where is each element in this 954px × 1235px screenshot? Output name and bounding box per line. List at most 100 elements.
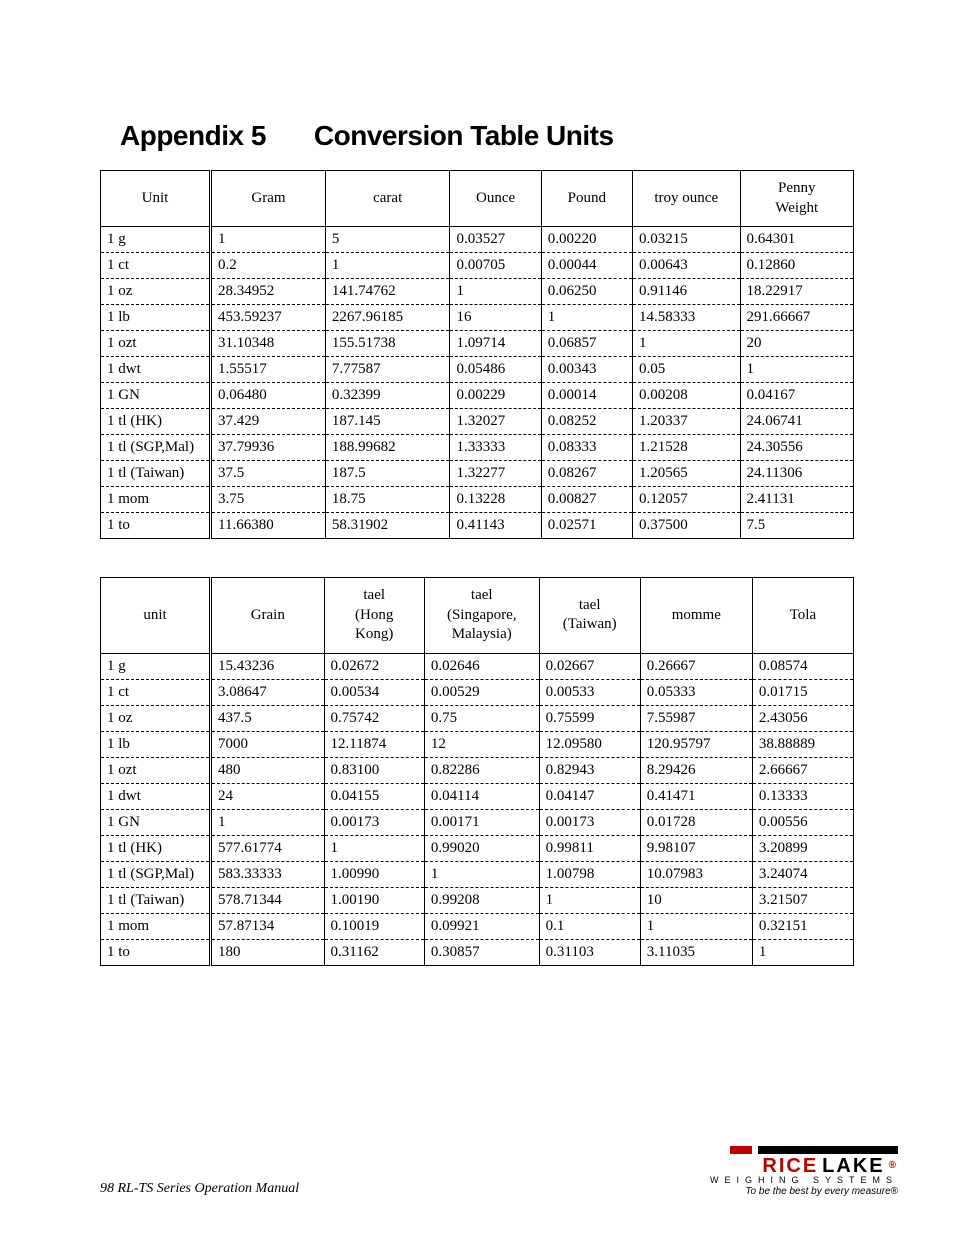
table-cell: 0.37500	[632, 513, 740, 539]
column-header: Pound	[541, 171, 632, 227]
table-cell: 1 tl (HK)	[101, 835, 211, 861]
table-cell: 12	[424, 731, 539, 757]
table-cell: 0.00705	[450, 253, 541, 279]
table-cell: 1.09714	[450, 331, 541, 357]
conversion-table-1: UnitGramcaratOuncePoundtroy ouncePennyWe…	[100, 170, 854, 539]
table-cell: 18.22917	[740, 279, 854, 305]
table-cell: 0.12860	[740, 253, 854, 279]
table-cell: 1.21528	[632, 435, 740, 461]
table-cell: 57.87134	[211, 913, 325, 939]
table-cell: 453.59237	[211, 305, 326, 331]
table-cell: 1.00190	[324, 887, 424, 913]
table-row: 1 tl (SGP,Mal)37.79936188.996821.333330.…	[101, 435, 854, 461]
table-cell: 0.00827	[541, 487, 632, 513]
table-cell: 437.5	[211, 705, 325, 731]
table-cell: 0.31162	[324, 939, 424, 965]
table-cell: 3.08647	[211, 679, 325, 705]
table-row: 1 tl (Taiwan)578.713441.001900.992081103…	[101, 887, 854, 913]
table-row: 1 to1800.311620.308570.311033.110351	[101, 939, 854, 965]
table-cell: 58.31902	[325, 513, 450, 539]
table-cell: 0.09921	[424, 913, 539, 939]
table-cell: 1 ct	[101, 679, 211, 705]
table-cell: 7.55987	[640, 705, 752, 731]
table-cell: 180	[211, 939, 325, 965]
table-cell: 0.08267	[541, 461, 632, 487]
table-cell: 24	[211, 783, 325, 809]
table-cell: 1 mom	[101, 913, 211, 939]
table-cell: 12.11874	[324, 731, 424, 757]
table-cell: 0.00534	[324, 679, 424, 705]
table-cell: 141.74762	[325, 279, 450, 305]
table-cell: 0.04147	[539, 783, 640, 809]
table-cell: 0.91146	[632, 279, 740, 305]
table-cell: 1 tl (SGP,Mal)	[101, 435, 211, 461]
table-cell: 24.30556	[740, 435, 854, 461]
table-cell: 3.11035	[640, 939, 752, 965]
column-header: Grain	[211, 578, 325, 654]
table-cell: 187.5	[325, 461, 450, 487]
table-cell: 0.02646	[424, 653, 539, 679]
table-cell: 1	[632, 331, 740, 357]
table-cell: 1.55517	[211, 357, 326, 383]
table-cell: 1.00798	[539, 861, 640, 887]
logo-subtitle: WEIGHING SYSTEMS	[710, 1176, 898, 1185]
column-header: Unit	[101, 171, 211, 227]
table-row: 1 ct0.210.007050.000440.006430.12860	[101, 253, 854, 279]
table-row: 1 g150.035270.002200.032150.64301	[101, 227, 854, 253]
logo-word-1: RICE	[762, 1156, 818, 1176]
table-cell: 24.11306	[740, 461, 854, 487]
title-main: Conversion Table Units	[314, 120, 614, 151]
table-cell: 0.05486	[450, 357, 541, 383]
column-header: tael(Taiwan)	[539, 578, 640, 654]
table-cell: 1.20565	[632, 461, 740, 487]
table-cell: 0.01728	[640, 809, 752, 835]
table-cell: 0.00208	[632, 383, 740, 409]
table-cell: 38.88889	[752, 731, 853, 757]
table-row: 1 GN0.064800.323990.002290.000140.002080…	[101, 383, 854, 409]
table-cell: 16	[450, 305, 541, 331]
table-cell: 291.66667	[740, 305, 854, 331]
table-cell: 0.00044	[541, 253, 632, 279]
table-row: 1 to11.6638058.319020.411430.025710.3750…	[101, 513, 854, 539]
table-row: 1 tl (HK)577.6177410.990200.998119.98107…	[101, 835, 854, 861]
title-appendix: Appendix 5	[120, 120, 266, 151]
table-cell: 0.06857	[541, 331, 632, 357]
table-cell: 12.09580	[539, 731, 640, 757]
page-footer: 98 RL-TS Series Operation Manual RICE LA…	[100, 1146, 898, 1197]
table-cell: 0.04155	[324, 783, 424, 809]
table-cell: 3.24074	[752, 861, 853, 887]
table-cell: 187.145	[325, 409, 450, 435]
table-cell: 1 tl (Taiwan)	[101, 461, 211, 487]
conversion-table-2: unitGraintael(HongKong)tael(Singapore,Ma…	[100, 577, 854, 966]
table-cell: 8.29426	[640, 757, 752, 783]
table-cell: 2.43056	[752, 705, 853, 731]
table-cell: 0.04114	[424, 783, 539, 809]
table-cell: 0.00173	[539, 809, 640, 835]
table-cell: 0.13333	[752, 783, 853, 809]
table-cell: 0.83100	[324, 757, 424, 783]
table-cell: 31.10348	[211, 331, 326, 357]
table-cell: 0.08333	[541, 435, 632, 461]
table-row: 1 tl (SGP,Mal)583.333331.0099011.0079810…	[101, 861, 854, 887]
column-header: Gram	[211, 171, 326, 227]
column-header: carat	[325, 171, 450, 227]
table-cell: 1 to	[101, 939, 211, 965]
table-cell: 1 to	[101, 513, 211, 539]
table-cell: 1.20337	[632, 409, 740, 435]
table-cell: 0.02571	[541, 513, 632, 539]
table-cell: 0.32151	[752, 913, 853, 939]
table-cell: 1 oz	[101, 705, 211, 731]
table-cell: 1 oz	[101, 279, 211, 305]
table-cell: 0.32399	[325, 383, 450, 409]
table-cell: 1 mom	[101, 487, 211, 513]
table-row: 1 g15.432360.026720.026460.026670.266670…	[101, 653, 854, 679]
table-row: 1 mom57.871340.100190.099210.110.32151	[101, 913, 854, 939]
table-cell: 1	[211, 809, 325, 835]
table-cell: 1 GN	[101, 809, 211, 835]
table-cell: 0.06480	[211, 383, 326, 409]
table-cell: 3.21507	[752, 887, 853, 913]
table-cell: 0.00014	[541, 383, 632, 409]
table-cell: 14.58333	[632, 305, 740, 331]
table-cell: 1	[450, 279, 541, 305]
table-cell: 480	[211, 757, 325, 783]
